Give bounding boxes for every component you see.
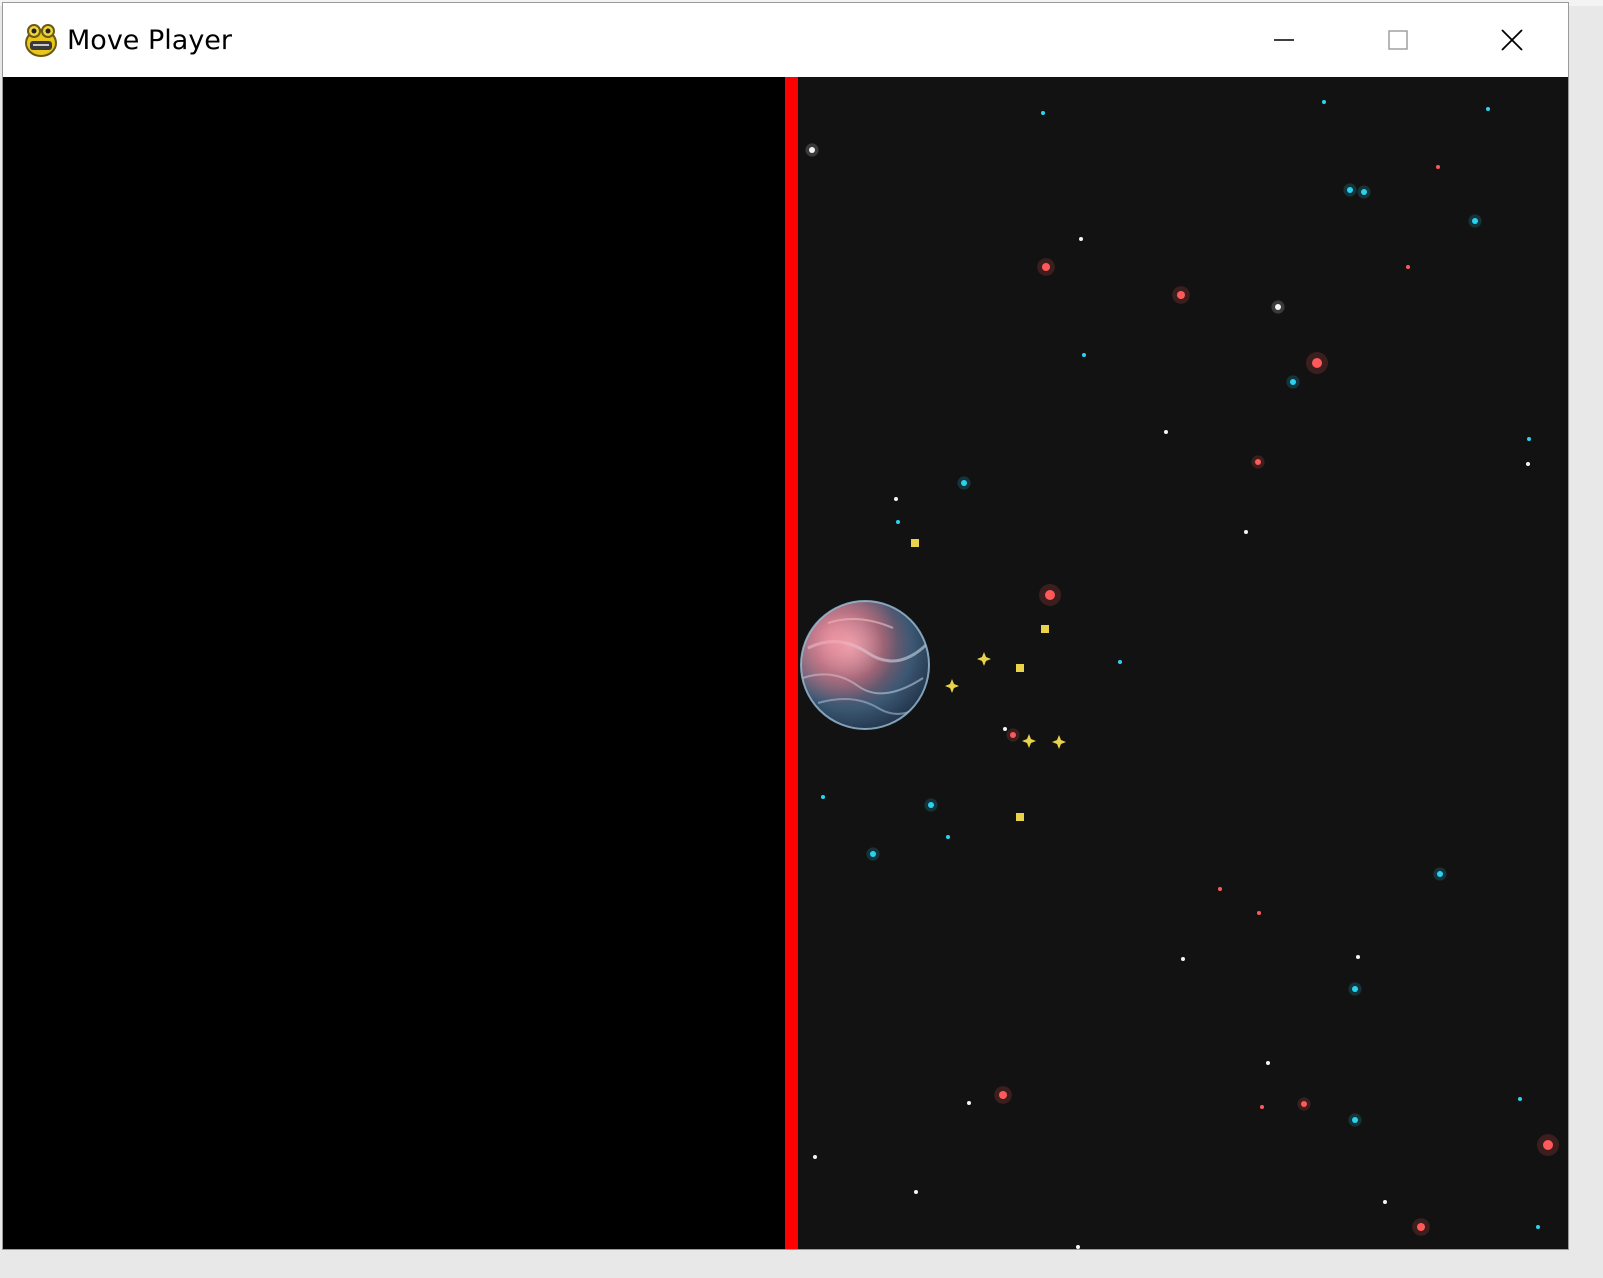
star-glow [1286, 375, 1300, 389]
star-glow [1412, 1218, 1430, 1236]
player-planet [800, 600, 930, 730]
star [1472, 218, 1478, 224]
star [961, 480, 967, 486]
star [1526, 462, 1530, 466]
window-title: Move Player [67, 25, 233, 56]
star [896, 520, 900, 524]
star [1244, 530, 1248, 534]
star [1518, 1097, 1522, 1101]
star-glow [1537, 1134, 1559, 1156]
close-icon [1501, 29, 1523, 51]
starfield [805, 100, 1559, 1249]
star [1290, 379, 1296, 385]
star [928, 802, 934, 808]
star [1486, 107, 1490, 111]
star [1312, 358, 1322, 368]
star [821, 795, 825, 799]
star-glow [1271, 300, 1285, 314]
star [999, 1091, 1007, 1099]
star-glow [866, 847, 880, 861]
sparkle-dot [1041, 625, 1049, 633]
star-glow [957, 476, 971, 490]
maximize-icon [1388, 30, 1408, 50]
star [1266, 1061, 1270, 1065]
star-glow [1306, 352, 1328, 374]
star-glow [994, 1086, 1012, 1104]
star [813, 1155, 817, 1159]
pygame-snake-icon [25, 24, 57, 57]
star [1003, 727, 1007, 731]
star [1383, 1200, 1387, 1204]
maximize-button[interactable] [1341, 3, 1455, 77]
star [1356, 955, 1360, 959]
star [1181, 957, 1185, 961]
game-canvas[interactable] [3, 77, 1568, 1249]
star [1164, 430, 1168, 434]
star-glow [1006, 728, 1020, 742]
star [870, 851, 876, 857]
sparkle-dot [1016, 813, 1024, 821]
sparkle [1022, 734, 1036, 748]
star [1118, 660, 1122, 664]
star [1177, 291, 1185, 299]
star [1045, 590, 1055, 600]
star [894, 497, 898, 501]
star [1255, 459, 1261, 465]
star [1543, 1140, 1553, 1150]
sparkle-dot [1016, 664, 1024, 672]
star [1536, 1225, 1540, 1229]
star-glow [1039, 584, 1061, 606]
sparkle [1052, 735, 1066, 749]
star [1218, 887, 1222, 891]
star [1042, 263, 1050, 271]
star-glow [1251, 455, 1265, 469]
star [1260, 1105, 1264, 1109]
star [1010, 732, 1016, 738]
star [1322, 100, 1326, 104]
star [1352, 986, 1358, 992]
game-window: Move Player [2, 2, 1569, 1250]
star-glow [1343, 183, 1357, 197]
star [1352, 1117, 1358, 1123]
star-glow [1172, 286, 1190, 304]
star-glow [1348, 1113, 1362, 1127]
star [1347, 187, 1353, 193]
star [914, 1190, 918, 1194]
star-glow [1433, 867, 1447, 881]
star-glow [1297, 1097, 1311, 1111]
star [1079, 237, 1083, 241]
star-glow [1348, 982, 1362, 996]
star [1275, 304, 1281, 310]
star [1076, 1245, 1080, 1249]
star [946, 835, 950, 839]
star [1041, 111, 1045, 115]
star [809, 147, 815, 153]
star [1301, 1101, 1307, 1107]
sparkle [977, 652, 991, 666]
sparkle-dot [911, 539, 919, 547]
minimize-icon [1274, 39, 1294, 41]
void-area [3, 77, 785, 1249]
star-glow [1468, 214, 1482, 228]
star [1082, 353, 1086, 357]
star [1361, 189, 1367, 195]
star [967, 1101, 971, 1105]
sparkle [945, 679, 959, 693]
close-button[interactable] [1455, 3, 1568, 77]
star-glow [1357, 185, 1371, 199]
star [1257, 911, 1261, 915]
title-bar[interactable]: Move Player [3, 3, 1568, 77]
space-background [798, 77, 1568, 1249]
star-glow [1037, 258, 1055, 276]
star [1436, 165, 1440, 169]
red-boundary-wall [785, 77, 798, 1249]
star [1527, 437, 1531, 441]
star-glow [924, 798, 938, 812]
star [1417, 1223, 1425, 1231]
star [1406, 265, 1410, 269]
star-glow [805, 143, 819, 157]
star [1437, 871, 1443, 877]
minimize-button[interactable] [1227, 3, 1341, 77]
